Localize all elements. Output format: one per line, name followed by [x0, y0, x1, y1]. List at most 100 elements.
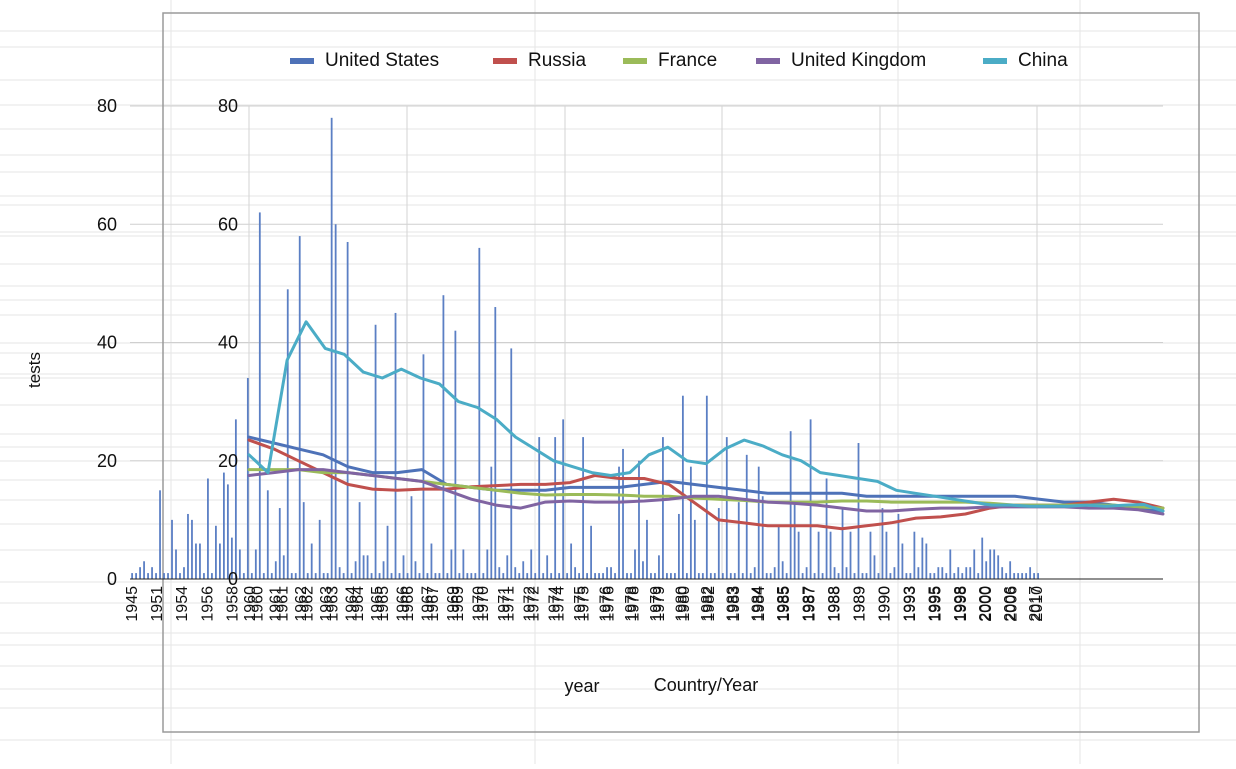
- bar: [1037, 573, 1040, 579]
- bar: [326, 573, 329, 579]
- legend-swatch: [756, 58, 780, 64]
- bar: [274, 561, 277, 579]
- legend-label: United States: [325, 50, 439, 71]
- bar: [562, 419, 565, 579]
- bar-x-axis-label: year: [564, 676, 599, 696]
- legend-swatch: [290, 58, 314, 64]
- bar-x-tick-label: 1958: [224, 586, 241, 622]
- line-x-tick-label: 1965: [369, 586, 386, 622]
- bar-y-tick-label: 20: [97, 451, 117, 471]
- line-series-china: [247, 320, 1165, 513]
- line-x-tick-label: 1979: [648, 586, 665, 622]
- bar: [366, 555, 369, 579]
- bar: [670, 573, 672, 579]
- bar: [606, 567, 608, 579]
- bar: [163, 573, 165, 579]
- bar: [1021, 573, 1024, 579]
- bar: [215, 525, 217, 579]
- bar-y-tick-label: 80: [97, 96, 117, 116]
- bar: [813, 573, 816, 579]
- bar: [877, 573, 880, 579]
- line-x-tick-label: 1990: [877, 586, 894, 622]
- bar: [518, 573, 521, 579]
- bar: [318, 519, 321, 579]
- bar: [965, 567, 968, 579]
- bar-x-tick-label: 1962: [300, 586, 317, 622]
- bar: [837, 573, 840, 579]
- bar-x-tick-label: 1988: [826, 586, 843, 622]
- bar: [478, 247, 481, 579]
- bar: [610, 567, 612, 579]
- bar: [350, 573, 353, 579]
- bar: [159, 490, 161, 579]
- bar: [566, 573, 569, 579]
- bar: [386, 525, 389, 579]
- bar: [558, 573, 561, 579]
- bar: [522, 561, 525, 579]
- bar: [362, 555, 365, 579]
- bar: [470, 573, 473, 579]
- line-x-tick-label: 1974: [547, 586, 564, 622]
- bar: [677, 513, 680, 579]
- bar: [929, 573, 932, 579]
- bar: [733, 573, 736, 579]
- bar: [374, 324, 377, 579]
- line-x-tick-label: 1995: [927, 586, 944, 622]
- bar: [542, 573, 545, 579]
- bar: [426, 573, 429, 579]
- line-x-tick-label: 1985: [775, 586, 792, 622]
- bar: [203, 573, 205, 579]
- bar: [614, 573, 616, 579]
- bar: [969, 567, 972, 579]
- bar: [143, 561, 145, 579]
- bar: [378, 573, 381, 579]
- bar: [171, 519, 173, 579]
- bar: [861, 573, 864, 579]
- bar: [262, 573, 265, 579]
- bar: [1017, 573, 1020, 579]
- bar: [462, 549, 465, 579]
- bar: [709, 573, 712, 579]
- bar: [829, 531, 832, 579]
- bar: [290, 573, 293, 579]
- bar: [390, 573, 393, 579]
- bar: [179, 573, 181, 579]
- bar-y-tick-label: 0: [107, 569, 117, 589]
- bar-x-tick-label: 1976: [601, 586, 618, 622]
- bar: [717, 508, 720, 579]
- bar: [757, 466, 760, 579]
- bar: [246, 377, 249, 579]
- bar: [805, 567, 808, 579]
- bar: [821, 573, 824, 579]
- bar: [674, 573, 676, 579]
- bar: [230, 537, 233, 579]
- bar: [873, 555, 876, 579]
- line-x-tick-label: 1970: [470, 586, 487, 622]
- bar: [953, 573, 956, 579]
- bar: [961, 573, 964, 579]
- bar: [725, 437, 728, 579]
- bar: [346, 241, 349, 580]
- bar: [658, 555, 660, 579]
- line-x-tick-label: 1960: [242, 586, 259, 622]
- bar-x-tick-label: 1984: [751, 586, 768, 622]
- bar: [697, 573, 700, 579]
- legend-label: China: [1018, 50, 1068, 71]
- bar: [1005, 573, 1008, 579]
- bar: [881, 508, 884, 579]
- bar-x-tick-label: 1965: [375, 586, 392, 622]
- line-x-tick-label: 1987: [801, 586, 818, 622]
- bar: [957, 567, 960, 579]
- bar: [394, 312, 397, 579]
- bar: [913, 531, 916, 579]
- bar-x-tick-label: 1960: [249, 586, 266, 622]
- bar-x-tick-label: 2017: [1027, 586, 1044, 622]
- bar: [801, 573, 804, 579]
- bar: [1033, 573, 1036, 579]
- bar: [474, 573, 477, 579]
- line-x-tick-label: 1976: [597, 586, 614, 622]
- bar-x-tick-label: 1945: [124, 586, 141, 622]
- bar: [893, 567, 896, 579]
- bar: [458, 573, 461, 579]
